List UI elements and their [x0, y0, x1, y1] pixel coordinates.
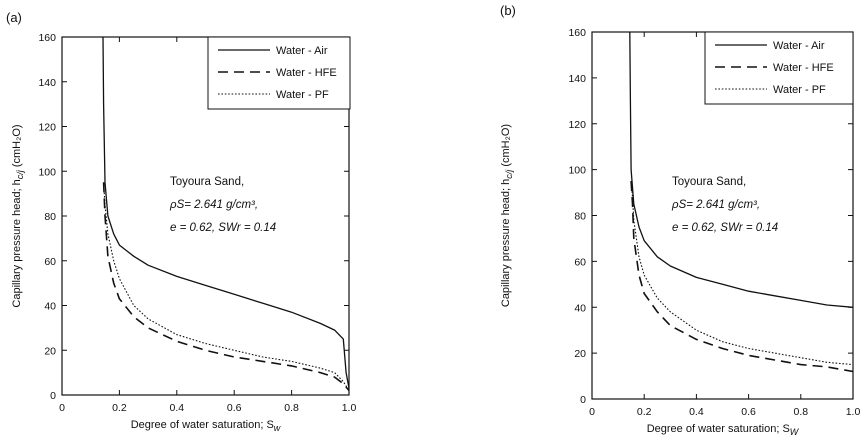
series-line-water-pf — [630, 181, 854, 366]
y-tick-label: 120 — [38, 122, 56, 134]
chart-panel-b: (b) 0 0.2 0.4 0.6 0.8 1.0 0 20 40 60 80 100 120 140 160… — [500, 3, 860, 437]
y-tick-label: 60 — [574, 256, 586, 268]
x-tick-label: 0.4 — [169, 402, 184, 414]
x-tick-label: 0.8 — [793, 406, 808, 418]
series-line-water-air — [102, 36, 350, 389]
annotation-line: ρS= 2.641 g/cm³, — [671, 199, 760, 211]
annotation-line: e = 0.62, SWr = 0.14 — [170, 222, 276, 234]
annotation-line: ρS= 2.641 g/cm³, — [169, 199, 258, 211]
series-line-water-hfe — [630, 181, 854, 373]
x-tick-label: 0.8 — [284, 402, 299, 414]
x-tick-label: 0.2 — [637, 406, 652, 418]
legend-label: Water - PF — [276, 89, 329, 101]
x-tick-label: 1.0 — [342, 402, 357, 414]
y-tick-label: 120 — [568, 119, 586, 131]
x-axis-label-text: Degree of water saturation; S — [131, 419, 274, 431]
y-axis-label-text: Capillary pressure head; h — [500, 179, 512, 307]
y-axis-label-text: Capillary pressure head; h — [11, 179, 23, 307]
x-axis-label-text: Degree of water saturation; S — [647, 423, 790, 435]
y-tick-label: 160 — [38, 32, 56, 44]
annotation: Toyoura Sand, ρS= 2.641 g/cm³, e = 0.62, S… — [169, 176, 276, 234]
legend-label: Water - Air — [276, 45, 328, 57]
y-tick-label: 100 — [38, 166, 56, 178]
y-tick-label: 140 — [568, 73, 586, 85]
legend: Water - Air Water - HFE Water - PF — [207, 36, 351, 110]
y-tick-label: 20 — [574, 348, 586, 360]
legend-label: Water - HFE — [276, 67, 337, 79]
annotation: Toyoura Sand, ρS= 2.641 g/cm³, e = 0.62, S… — [671, 176, 778, 234]
panel-label: (b) — [500, 3, 516, 18]
y-axis-label-sub: c/j — [504, 169, 514, 179]
y-axis-label-unit: (cmH₂O) — [11, 124, 23, 170]
y-tick-label: 0 — [580, 394, 586, 406]
y-axis-label-sub: c/j — [15, 169, 25, 179]
series-line-water-pf — [103, 182, 350, 391]
x-tick-label: 0.4 — [689, 406, 704, 418]
x-axis-label: Degree of water saturation; SW — [647, 423, 800, 437]
y-tick-label: 80 — [574, 211, 586, 223]
legend-label: Water - Air — [773, 40, 825, 52]
series-line-water-hfe — [102, 182, 350, 392]
legend-box — [704, 31, 854, 105]
y-tick-label: 60 — [44, 256, 56, 268]
chart-panel-a: (a) 0 0.2 0.4 0.6 0.8 1.0 0 20 40 60 80 100 120 140 160… — [6, 10, 356, 433]
y-axis-label: Capillary pressure head; hc/j (cmH₂O) — [500, 124, 514, 307]
panel-label: (a) — [6, 10, 22, 25]
x-tick-label: 0 — [589, 406, 595, 418]
x-axis-label: Degree of water saturation; Sw — [131, 419, 281, 433]
y-tick-label: 40 — [44, 301, 56, 313]
legend-box — [207, 36, 351, 110]
y-axis-label: Capillary pressure head; hc/j (cmH₂O) — [11, 124, 25, 307]
x-tick-label: 0.6 — [227, 402, 242, 414]
series-line-water-air — [629, 31, 854, 308]
legend-label: Water - HFE — [773, 62, 834, 74]
y-axis-label-unit: (cmH₂O) — [500, 124, 512, 170]
legend: Water - Air Water - HFE Water - PF — [704, 31, 854, 105]
x-tick-label: 0.2 — [112, 402, 127, 414]
y-tick-label: 40 — [574, 302, 586, 314]
y-tick-label: 100 — [568, 165, 586, 177]
y-tick-label: 20 — [44, 345, 56, 357]
y-tick-label: 0 — [50, 390, 56, 402]
annotation-line: e = 0.62, SWr = 0.14 — [672, 222, 778, 234]
x-tick-label: 1.0 — [846, 406, 861, 418]
x-tick-label: 0 — [59, 402, 65, 414]
y-tick-label: 160 — [568, 27, 586, 39]
annotation-line: Toyoura Sand, — [170, 176, 244, 188]
x-axis-label-sub: w — [274, 423, 281, 433]
x-axis-label-sub: W — [790, 427, 800, 437]
legend-label: Water - PF — [773, 84, 826, 96]
annotation-line: Toyoura Sand, — [672, 176, 746, 188]
y-tick-label: 80 — [44, 211, 56, 223]
x-tick-label: 0.6 — [741, 406, 756, 418]
y-tick-label: 140 — [38, 77, 56, 89]
